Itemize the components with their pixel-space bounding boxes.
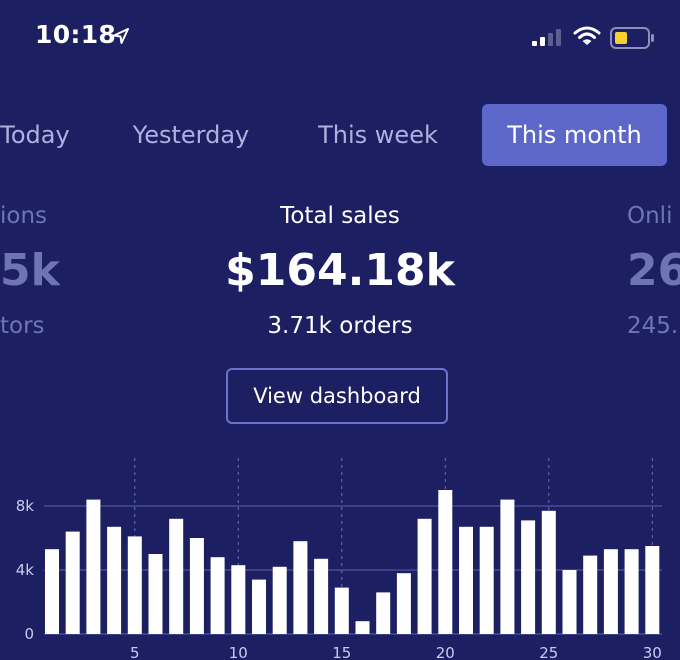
stat-left-sub: tors bbox=[0, 313, 45, 339]
bar bbox=[86, 499, 101, 634]
bar bbox=[645, 546, 660, 634]
bar bbox=[603, 549, 618, 634]
period-tabs: Today Yesterday This week This month bbox=[0, 104, 680, 166]
stats-carousel[interactable]: ions 5k tors Total sales $164.18k 3.71k … bbox=[0, 195, 680, 355]
wifi-icon bbox=[573, 26, 601, 45]
x-tick-label: 10 bbox=[229, 644, 248, 660]
x-tick-label: 30 bbox=[643, 644, 662, 660]
bar bbox=[500, 499, 515, 634]
bar bbox=[127, 536, 142, 634]
bar bbox=[148, 554, 163, 634]
clock: 10:18 bbox=[35, 20, 117, 49]
total-sales-value: $164.18k bbox=[225, 245, 455, 296]
bar bbox=[65, 531, 80, 634]
bar bbox=[541, 510, 556, 634]
y-tick-label: 4k bbox=[16, 561, 35, 579]
tab-yesterday[interactable]: Yesterday bbox=[132, 121, 250, 149]
bar bbox=[169, 518, 184, 634]
bar bbox=[334, 587, 349, 634]
bar bbox=[562, 570, 577, 634]
bar bbox=[479, 526, 494, 634]
bar bbox=[583, 555, 598, 634]
x-tick-label: 25 bbox=[539, 644, 558, 660]
sales-chart-svg: 0 4k 8k 5 10 15 20 25 30 bbox=[16, 458, 662, 660]
orders-count: 3.71k orders bbox=[267, 313, 413, 339]
battery-low-icon bbox=[610, 27, 654, 49]
location-arrow-icon bbox=[113, 28, 129, 44]
bar bbox=[438, 490, 453, 634]
bar bbox=[314, 558, 329, 634]
bar bbox=[396, 573, 411, 634]
bar bbox=[210, 557, 225, 634]
status-bar: 10:18 bbox=[0, 0, 680, 72]
x-tick-label: 15 bbox=[332, 644, 351, 660]
stat-right-sub: 245. bbox=[627, 313, 679, 339]
bar bbox=[624, 549, 639, 634]
tab-this-week[interactable]: This week bbox=[318, 121, 438, 149]
stat-right-label: Onli bbox=[627, 203, 673, 229]
bar bbox=[189, 538, 204, 634]
bar bbox=[293, 541, 308, 634]
bar bbox=[231, 565, 246, 634]
bar bbox=[521, 520, 536, 634]
bar bbox=[252, 579, 266, 634]
bar bbox=[417, 518, 432, 634]
y-tick-label: 0 bbox=[24, 625, 34, 643]
y-tick-label: 8k bbox=[16, 497, 35, 515]
x-tick-label: 5 bbox=[130, 644, 140, 660]
x-tick-label: 20 bbox=[436, 644, 455, 660]
bar bbox=[272, 566, 287, 634]
cellular-signal-icon bbox=[532, 28, 564, 46]
view-dashboard-button[interactable]: View dashboard bbox=[226, 368, 448, 424]
stat-right-value: 26 bbox=[627, 245, 680, 296]
bar bbox=[107, 526, 122, 634]
bar bbox=[45, 549, 59, 634]
bar bbox=[459, 526, 473, 634]
total-sales-label: Total sales bbox=[280, 203, 400, 229]
tab-today[interactable]: Today bbox=[0, 121, 70, 149]
stat-left-value: 5k bbox=[0, 245, 60, 296]
tab-this-month[interactable]: This month bbox=[482, 104, 667, 166]
bar bbox=[355, 621, 370, 634]
bar bbox=[376, 592, 391, 634]
stat-left-label: ions bbox=[0, 203, 48, 229]
sales-bar-chart: 0 4k 8k 5 10 15 20 25 30 bbox=[0, 450, 680, 660]
